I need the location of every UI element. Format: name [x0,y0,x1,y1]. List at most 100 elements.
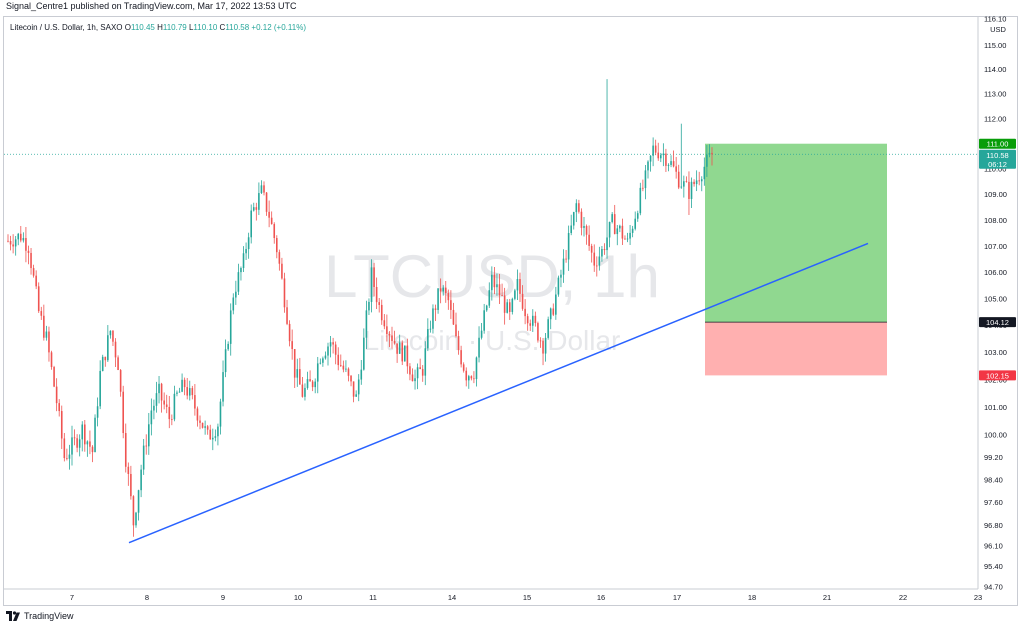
candle-body [442,287,444,292]
time-tick-label: 17 [673,593,681,602]
candle-body [247,237,250,250]
entry-price-badge-bg [979,317,1016,328]
candle-body [132,496,135,526]
candle-body [327,346,329,356]
candle-body [375,286,378,303]
time-tick-label: 18 [748,593,756,602]
time-axis[interactable]: 7 8 9 10 11 14 15 16 17 18 21 22 23 [70,593,982,602]
candle-body [20,233,22,241]
price-axis[interactable]: 116.10 115.00 114.00 113.00 112.00 111.00 110.… [984,14,1007,591]
candle-body [624,238,626,240]
candle-body [245,249,247,254]
candle-body [516,279,519,291]
candle-body [27,250,30,253]
chart-frame [3,16,1018,606]
candle-body [309,379,311,382]
candle-body [547,319,549,338]
candle-body [427,329,429,349]
candle-body [457,336,460,351]
candle-body [370,267,373,302]
candle-body [460,350,462,365]
candle-body [334,344,337,355]
candle-body [485,305,488,311]
candle-body [32,268,35,276]
candle-body [695,180,698,185]
candle-body [196,408,199,421]
candle-body [55,386,58,404]
candle-body [324,355,327,359]
candle-body [89,441,91,447]
candle-body [291,341,293,350]
candle-body [493,274,496,288]
candle-body [629,232,631,239]
candle-body [708,152,711,155]
candle-body [114,341,117,358]
candle-body [165,404,168,407]
legend-close-label: C [219,23,226,32]
stop-loss-zone[interactable] [705,322,887,376]
publisher-header: Signal_Centre1 published on TradingView.… [6,1,297,11]
candle-body [483,310,485,331]
candle-body [508,302,511,312]
candle-body [649,155,652,162]
long-position-tool[interactable] [4,143,978,376]
candle-body [378,302,380,305]
candle-body [424,348,427,376]
price-tick-label: 103.00 [984,348,1007,357]
stop-price-badge: 102.15 [979,370,1016,381]
candle-body [68,454,71,459]
candle-body [667,164,670,166]
candle-body [212,437,214,440]
candle-body [388,333,391,336]
candle-body [567,233,570,260]
trendline-layer[interactable] [128,242,869,544]
candle-body [94,417,96,453]
price-tick-label: 110.00 [984,165,1006,174]
time-tick-label: 21 [823,593,831,602]
candle-body [186,387,188,396]
candlesticks [7,79,713,537]
candle-body [25,238,27,251]
legend-open-label: O [124,23,131,32]
candle-body [135,512,137,526]
candle-body [329,342,332,347]
tradingview-footer[interactable]: TradingView [6,611,74,621]
candle-body [304,387,306,397]
candle-body [478,337,480,358]
time-tick-label: 11 [369,593,377,602]
candle-body [524,308,526,317]
candle-body [672,161,675,167]
profit-zone[interactable] [705,143,887,323]
candle-body [84,424,86,445]
time-tick-label: 16 [597,593,605,602]
candle-body [299,369,301,385]
candle-body [60,411,63,439]
candle-body [278,252,281,264]
legend-high: 110.79 [162,23,187,32]
candle-body [357,379,360,395]
candle-body [480,330,483,338]
candle-body [383,320,386,327]
candle-body [360,369,363,380]
candle-body [242,253,245,269]
candle-body [503,295,506,313]
candle-body [711,152,713,155]
price-tick-label: 109.00 [984,190,1007,199]
candle-body [626,238,629,240]
legend-low: 110.10 [193,23,218,32]
target-price-badge: 111.00 [979,138,1016,149]
price-tick-label: 101.00 [984,403,1007,412]
trendline[interactable] [128,242,869,544]
candle-body [255,207,258,210]
price-tick-label: 106.00 [984,268,1007,277]
candle-body [53,367,55,387]
candle-body [634,218,636,229]
price-tick-label: 100.00 [984,430,1007,439]
candle-body [519,279,521,294]
candle-body [409,366,411,375]
candle-body [657,152,660,159]
target-price-badge-text: 111.00 [987,140,1009,149]
candle-body [473,378,475,380]
